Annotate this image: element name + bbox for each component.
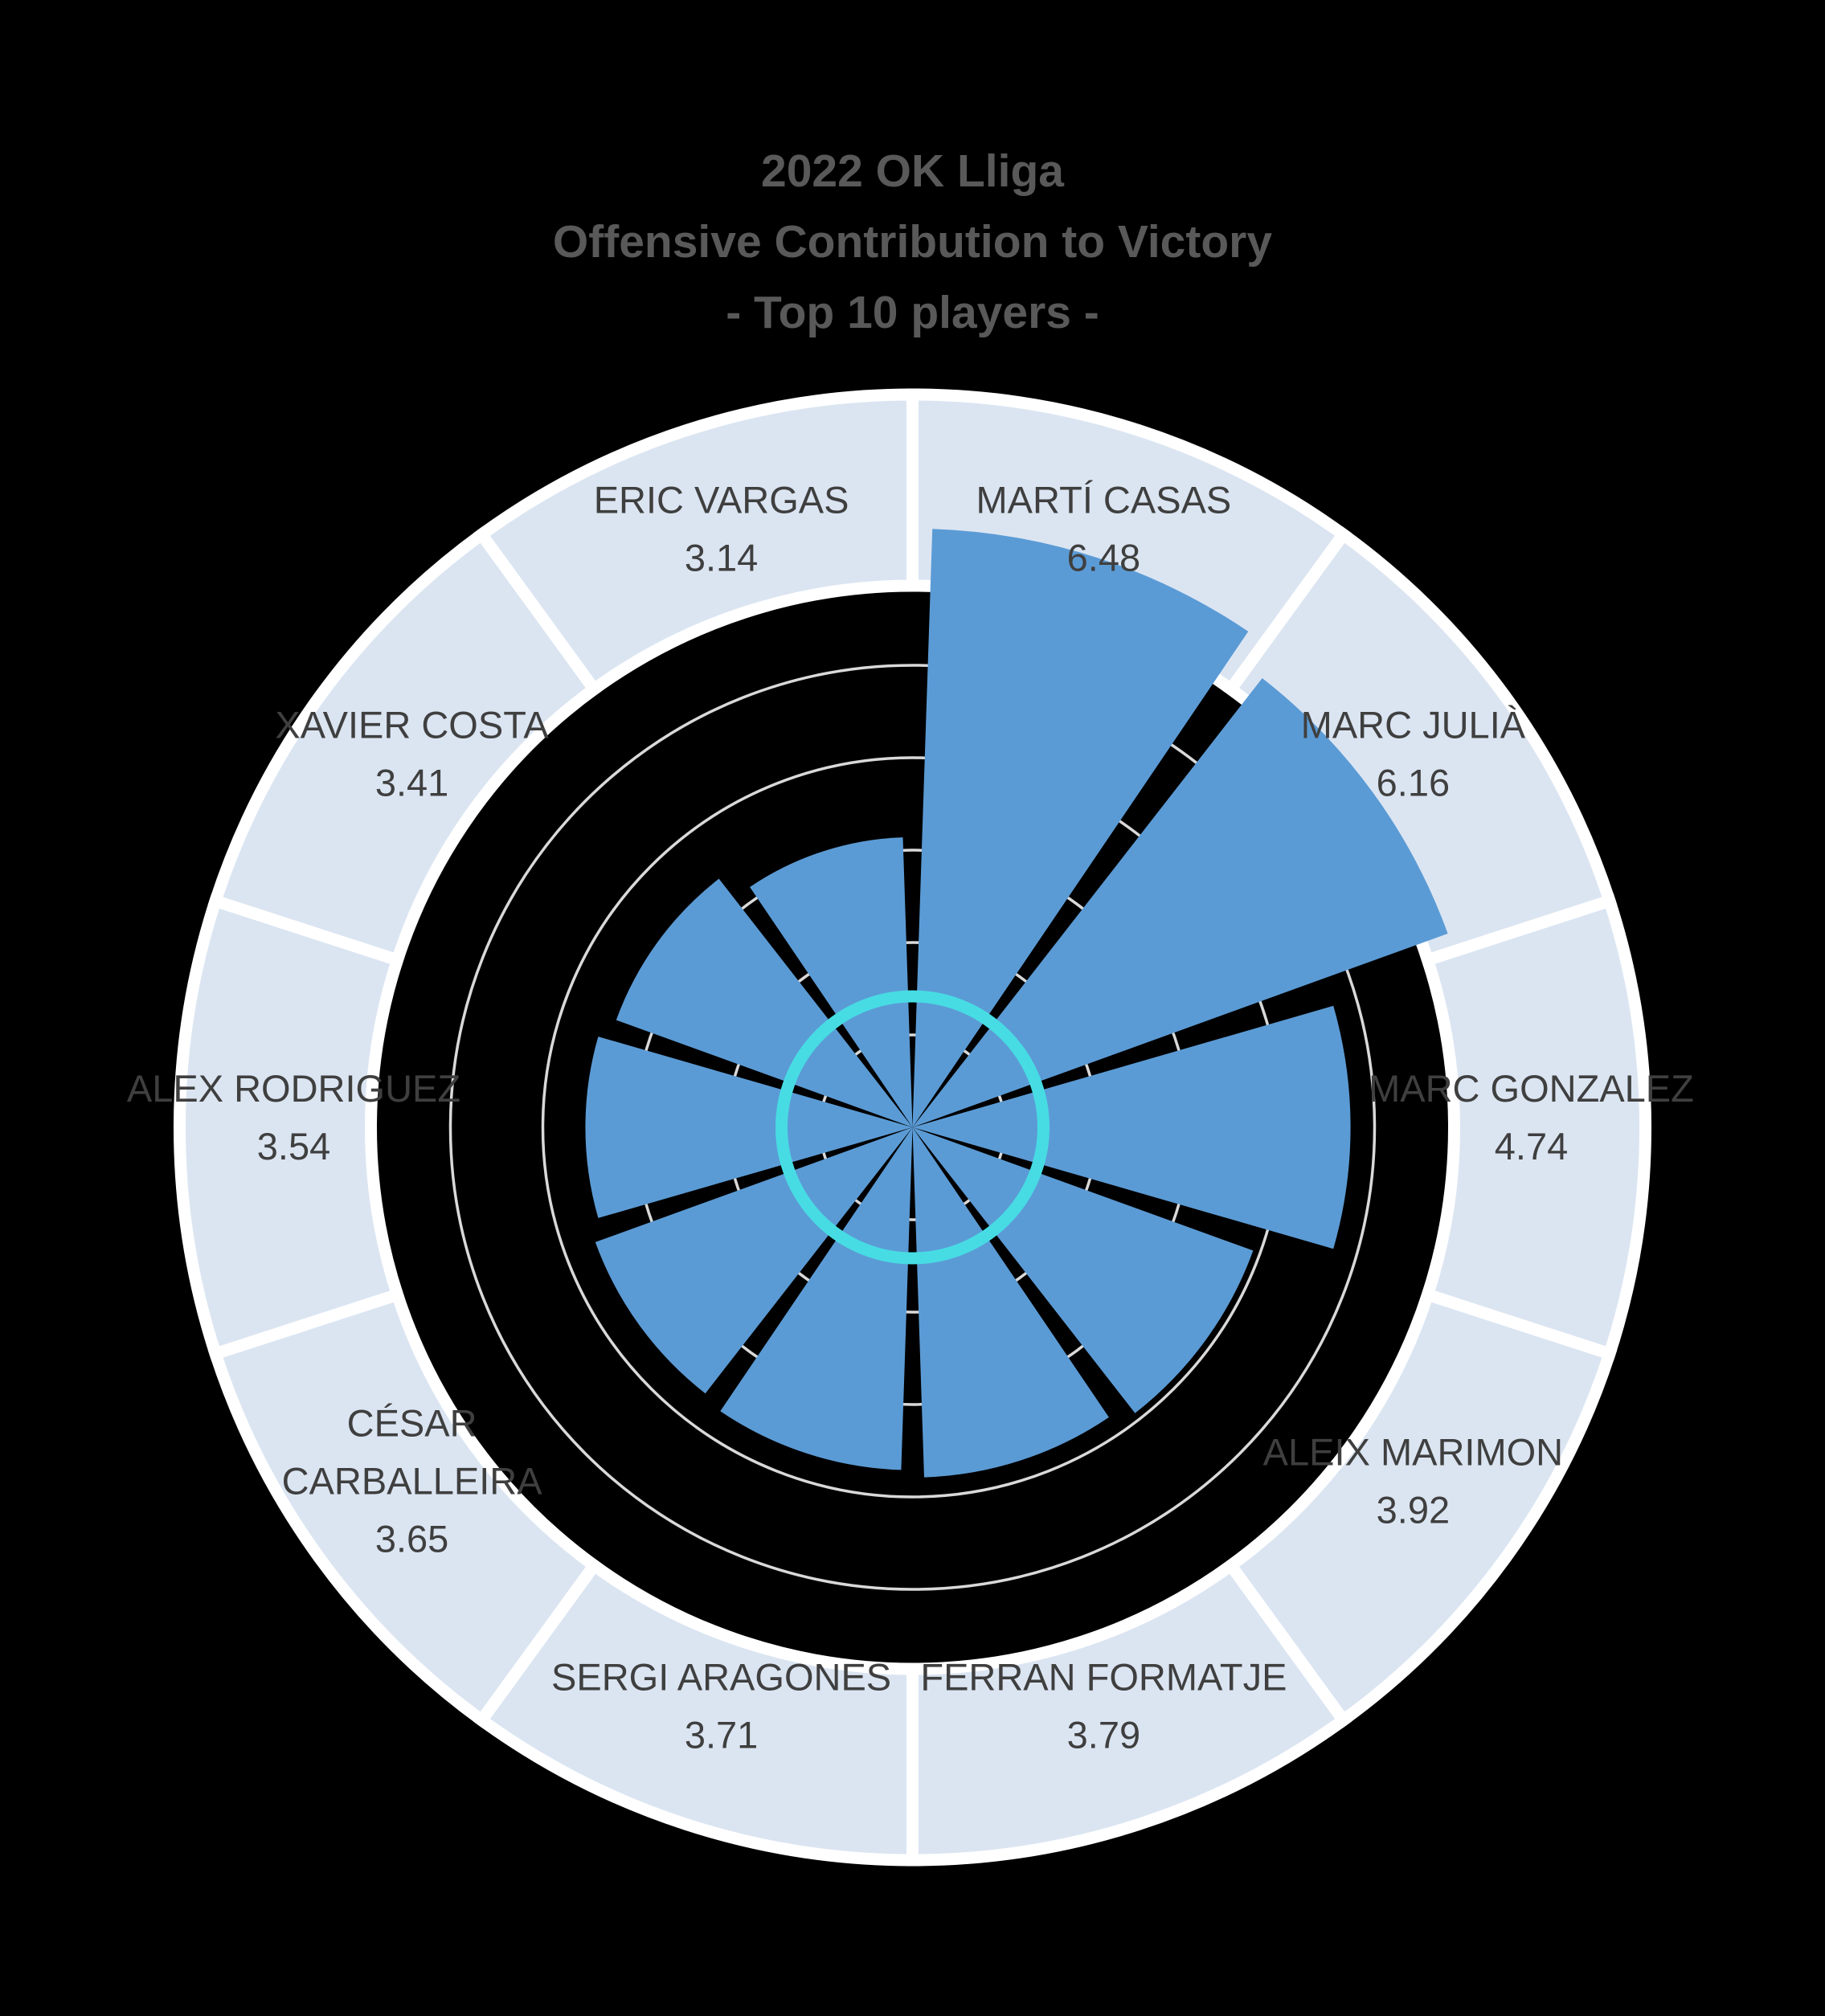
chart-title-line: 2022 OK Lliga: [761, 145, 1065, 197]
player-value-label: 3.79: [1067, 1713, 1140, 1756]
gridline-circle: [448, 664, 1377, 1591]
ring-segment: [473, 388, 919, 698]
player-name-label: ALEIX MARIMON: [1263, 1431, 1563, 1474]
player-name-label: FERRAN FORMATJE: [920, 1655, 1287, 1698]
player-name-label: MARTÍ CASAS: [976, 479, 1232, 521]
bar-wedge: [595, 1127, 913, 1394]
bar-wedge: [750, 837, 913, 1127]
player-value-label: 3.14: [685, 537, 758, 579]
player-name-label: XAVIER COSTA: [275, 703, 549, 746]
player-name-label: CÉSAR: [347, 1402, 477, 1445]
chart-title-line: Offensive Contribution to Victory: [553, 216, 1272, 268]
player-value-label: 3.92: [1377, 1489, 1450, 1531]
player-value-label: 3.41: [375, 761, 448, 804]
player-name-label: CARBALLEIRA: [282, 1460, 543, 1503]
player-value-label: 6.16: [1377, 761, 1450, 804]
player-value-label: 4.74: [1495, 1125, 1568, 1167]
bar-wedge: [912, 1005, 1351, 1249]
player-value-label: 3.65: [375, 1518, 448, 1560]
bar-wedge: [585, 1037, 913, 1218]
player-name-label: ERIC VARGAS: [594, 479, 849, 521]
player-name-label: ALEX RODRIGUEZ: [127, 1067, 460, 1110]
player-value-label: 3.54: [257, 1125, 330, 1167]
bar-wedge: [720, 1127, 913, 1470]
bar-wedge: [912, 1127, 1109, 1478]
bar-wedge: [912, 1127, 1254, 1413]
bar-wedge: [912, 678, 1448, 1127]
bar-wedge: [616, 878, 913, 1127]
player-name-label: SERGI ARAGONES: [551, 1655, 891, 1698]
player-value-label: 3.71: [685, 1713, 758, 1756]
reference-circle: [775, 990, 1050, 1265]
player-value-label: 6.48: [1067, 537, 1140, 579]
player-name-label: MARC GONZALEZ: [1369, 1067, 1694, 1110]
chart-title-line: - Top 10 players -: [726, 287, 1099, 338]
player-name-label: MARC JULIÀ: [1301, 703, 1526, 746]
bar-wedge: [912, 529, 1249, 1127]
